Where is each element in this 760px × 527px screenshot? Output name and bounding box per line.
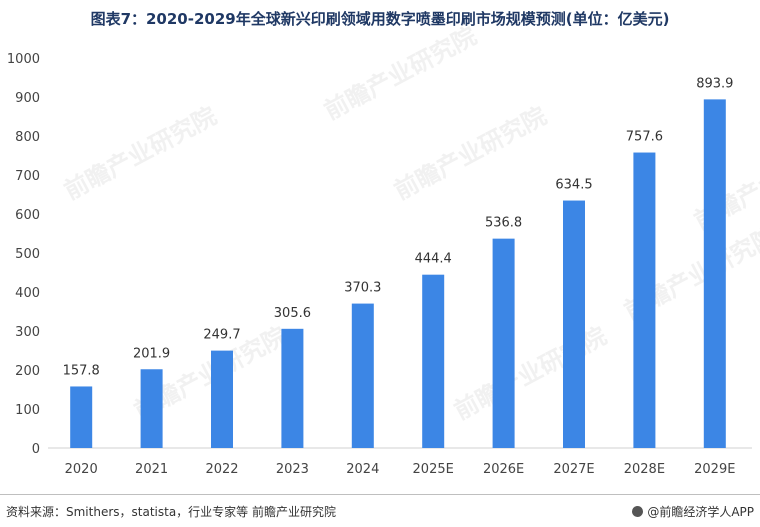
bar	[703, 99, 726, 448]
bar-value-label: 370.3	[344, 281, 381, 296]
brand-credit: @前瞻经济学人APP	[632, 503, 754, 520]
x-tick-label: 2027E	[553, 462, 594, 477]
y-tick-label: 400	[15, 286, 40, 301]
bar	[633, 152, 656, 448]
x-tick-label: 2028E	[624, 462, 665, 477]
watermark-text: 前瞻产业研究院	[390, 102, 551, 206]
x-tick-label: 2024	[346, 462, 379, 477]
bar	[140, 369, 163, 448]
y-tick-label: 900	[15, 91, 40, 106]
data-labels: 157.8 201.9 249.7 305.6 370.3 444.4 536.8 634.5…	[63, 76, 734, 378]
y-tick-label: 500	[15, 247, 40, 262]
y-tick-label: 100	[15, 403, 40, 418]
y-tick-label: 0	[32, 442, 40, 457]
bar	[211, 350, 233, 448]
brand-text: @前瞻经济学人APP	[647, 505, 754, 519]
x-tick-label: 2022	[205, 462, 238, 477]
watermark-text: 前瞻产业研究院	[450, 322, 611, 426]
x-tick-label: 2026E	[483, 462, 524, 477]
bar	[351, 303, 374, 448]
bar	[492, 238, 515, 448]
bar-value-label: 893.9	[696, 76, 733, 91]
bar-value-label: 157.8	[63, 363, 100, 378]
bar-value-label: 201.9	[133, 346, 170, 361]
bar-value-label: 305.6	[274, 306, 311, 321]
x-tick-label: 2020	[65, 462, 98, 477]
footer: 资料来源：Smithers，statista，行业专家等 前瞻产业研究院 @前瞻…	[0, 494, 760, 527]
x-axis: 2020 2021 2022 2023 2024 2025E 2026E 2027E 2028E…	[65, 462, 736, 477]
bar-value-label: 757.6	[626, 130, 663, 145]
bar	[70, 386, 93, 448]
x-tick-label: 2023	[276, 462, 309, 477]
y-tick-label: 600	[15, 208, 40, 223]
x-tick-label: 2025E	[413, 462, 454, 477]
bar	[422, 274, 445, 448]
source-note: 资料来源：Smithers，statista，行业专家等 前瞻产业研究院	[6, 505, 336, 519]
bars	[70, 99, 726, 448]
bar-value-label: 634.5	[555, 178, 592, 193]
bar-value-label: 444.4	[415, 252, 452, 267]
watermark-text: 前瞻产业研究院	[320, 22, 481, 126]
y-tick-label: 300	[15, 325, 40, 340]
bar-value-label: 536.8	[485, 216, 522, 231]
y-tick-label: 700	[15, 169, 40, 184]
x-tick-label: 2021	[135, 462, 168, 477]
x-tick-label: 2029E	[694, 462, 735, 477]
chart-title: 图表7：2020-2029年全球新兴印刷领域用数字喷墨印刷市场规模预测(单位：亿…	[90, 10, 670, 28]
y-tick-label: 1000	[7, 52, 40, 67]
bar-value-label: 249.7	[203, 328, 240, 343]
bar	[281, 328, 304, 448]
y-axis: 0 100 200 300 400 500 600 700 800 900 1000	[7, 52, 40, 457]
y-tick-label: 800	[15, 130, 40, 145]
y-tick-label: 200	[15, 364, 40, 379]
watermark-text: 前瞻产业研究院	[60, 102, 221, 206]
bar	[563, 200, 585, 448]
brand-logo-icon	[632, 506, 644, 517]
